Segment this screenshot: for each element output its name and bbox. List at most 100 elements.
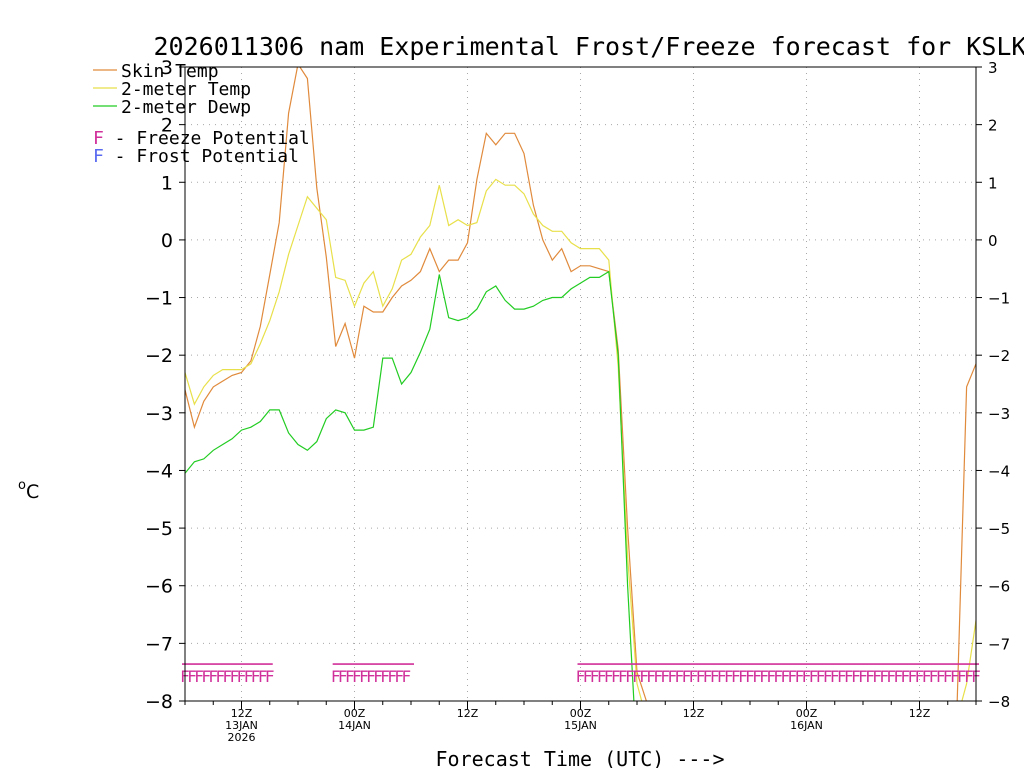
freeze-potential-mark: F	[837, 667, 847, 686]
legend-marker-2: F - Frost Potential	[93, 146, 299, 167]
y-tick-label-left: −6	[145, 576, 173, 598]
grid-lines	[185, 67, 976, 701]
series-line-2-meter-temp	[185, 178, 976, 701]
freeze-potential-mark: F	[387, 667, 397, 686]
freeze-potential-mark: F	[194, 667, 204, 686]
freeze-potential-mark: F	[950, 667, 960, 686]
y-axis-label-degree: o	[18, 478, 26, 493]
y-tick-label-left: −1	[145, 288, 173, 310]
y-tick-label-left: −2	[145, 345, 173, 367]
freeze-potential-mark: F	[731, 667, 741, 686]
freeze-potential-mark: F	[943, 667, 953, 686]
freeze-potential-mark: F	[632, 667, 642, 686]
y-tick-label-right: −6	[988, 578, 1010, 596]
x-tick-label: 15JAN	[564, 719, 597, 732]
freeze-potential-mark: F	[759, 667, 769, 686]
freeze-potential-mark: F	[929, 667, 939, 686]
freeze-potential-mark: F	[865, 667, 875, 686]
freeze-potential-mark: F	[703, 667, 713, 686]
freeze-potential-mark: F	[922, 667, 932, 686]
plot-frame	[184, 66, 977, 702]
freeze-potential-mark: F	[646, 667, 656, 686]
y-tick-label-right: −2	[988, 347, 1010, 365]
freeze-potential-mark: F	[338, 667, 348, 686]
y-tick-label-left: −4	[145, 460, 173, 482]
freeze-potential-mark: F	[908, 667, 918, 686]
freeze-potential-mark: F	[893, 667, 903, 686]
freeze-potential-mark: F	[802, 667, 812, 686]
x-tick-label: 13JAN	[225, 719, 258, 732]
y-axis-label-unit: C	[26, 481, 39, 503]
freeze-potential-mark: F	[258, 667, 268, 686]
x-tick-label: 00Z	[570, 707, 592, 720]
freeze-potential-mark: F	[223, 667, 233, 686]
freeze-potential-mark: F	[611, 667, 621, 686]
freeze-potential-mark: F	[689, 667, 699, 686]
freeze-potential-mark: F	[823, 667, 833, 686]
y-tick-label-left: −5	[145, 518, 173, 540]
freeze-potential-mark: F	[745, 667, 755, 686]
freeze-potential-mark: F	[752, 667, 762, 686]
freeze-potential-mark: F	[886, 667, 896, 686]
freeze-potential-mark: F	[957, 667, 967, 686]
freeze-potential-mark: F	[625, 667, 635, 686]
x-tick-label: 12Z	[683, 707, 705, 720]
freeze-potential-mark: F	[201, 667, 211, 686]
legend-marker-1: F - Freeze Potential	[93, 128, 310, 149]
y-tick-label-left: −8	[145, 691, 173, 713]
freeze-potential-mark: F	[724, 667, 734, 686]
freeze-potential-mark: F	[901, 667, 911, 686]
freeze-potential-mark: F	[366, 667, 376, 686]
freeze-potential-mark: F	[215, 667, 225, 686]
freeze-potential-mark: F	[851, 667, 861, 686]
freeze-potential-mark: F	[780, 667, 790, 686]
freeze-potential-mark: F	[738, 667, 748, 686]
y-tick-label-right: −3	[988, 405, 1010, 423]
freeze-potential-mark: F	[265, 667, 275, 686]
freeze-potential-mark: F	[964, 667, 974, 686]
freeze-potential-mark: F	[352, 667, 362, 686]
freeze-potential-mark: F	[795, 667, 805, 686]
freeze-potential-mark: F	[696, 667, 706, 686]
freeze-potential-mark: F	[590, 667, 600, 686]
freeze-potential-mark: F	[844, 667, 854, 686]
freeze-potential-mark: F	[380, 667, 390, 686]
y-tick-label-left: −3	[145, 403, 173, 425]
legend-marker-letter-2: F	[93, 146, 104, 167]
x-tick-label: 00Z	[796, 707, 818, 720]
y-tick-label-right: 2	[988, 117, 998, 135]
legend-label-1: Skin Temp	[121, 61, 219, 82]
freeze-potential-mark: F	[675, 667, 685, 686]
y-tick-label-right: −7	[988, 635, 1010, 653]
freeze-potential-mark: F	[251, 667, 261, 686]
freeze-potential-mark: F	[604, 667, 614, 686]
freeze-potential-mark: F	[576, 667, 586, 686]
y-tick-label-right: −8	[988, 693, 1010, 711]
y-tick-label-left: 1	[161, 172, 173, 194]
freeze-potential-mark: F	[872, 667, 882, 686]
data-series	[185, 67, 976, 701]
x-tick-label: 2026	[228, 731, 256, 744]
x-tick-label: 12Z	[231, 707, 253, 720]
y-tick-label-right: 0	[988, 232, 998, 250]
freeze-potential-mark: F	[788, 667, 798, 686]
legend-marker-letter-1: F	[93, 128, 104, 149]
freeze-potential-mark: F	[816, 667, 826, 686]
freeze-potential-mark: F	[394, 667, 404, 686]
freeze-potential-mark: F	[710, 667, 720, 686]
freeze-potential-mark: F	[915, 667, 925, 686]
freeze-potential-mark: F	[858, 667, 868, 686]
x-tick-label: 12Z	[909, 707, 931, 720]
freeze-potential-mark: F	[345, 667, 355, 686]
freeze-potential-mark: F	[809, 667, 819, 686]
axis-ticks: −8 −8 −7 −7 −6 −6 −5 −5 −4 −4 −3 −3 −2 −2 −1 −1 0 0 1 1 2 2 3 3…	[145, 57, 1010, 744]
legend-label-3: 2-meter Dewp	[121, 97, 251, 118]
y-tick-label-right: 3	[988, 59, 998, 77]
series-line-2-meter-dewp	[185, 270, 635, 701]
legend-marker-text-1: - Freeze Potential	[104, 128, 310, 149]
y-tick-label-left: −7	[145, 633, 173, 655]
freeze-potential-mark: F	[773, 667, 783, 686]
freeze-potential-mark: F	[653, 667, 663, 686]
